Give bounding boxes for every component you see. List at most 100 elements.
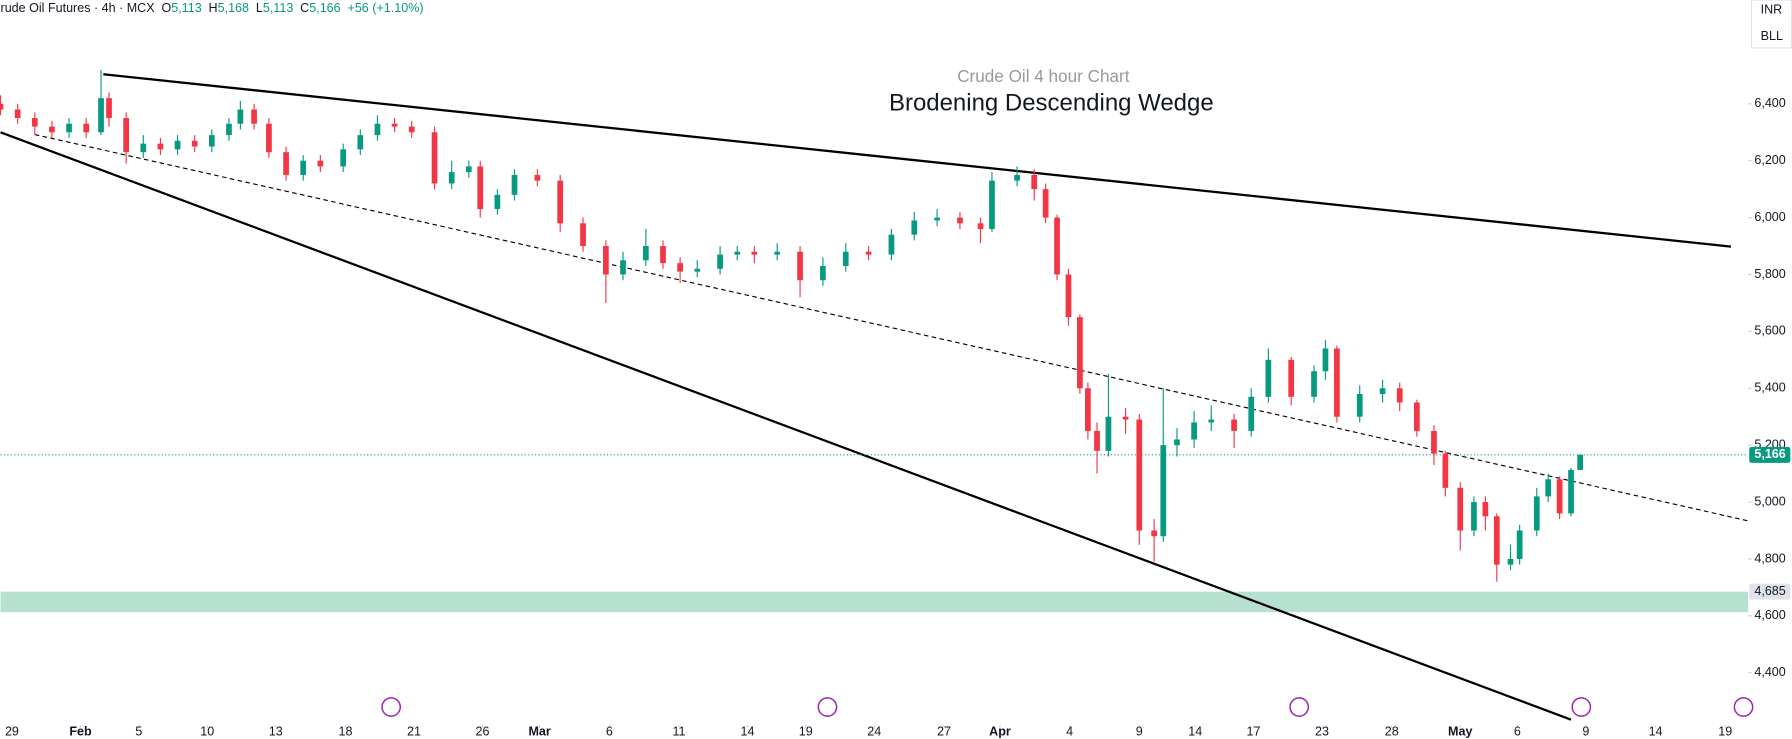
candle-body [717,254,723,269]
x-tick-label: 19 [799,724,813,738]
x-tick-label: 6 [1514,724,1521,738]
candle-body [1556,479,1563,514]
trendline [0,131,1572,721]
candle-body [226,123,232,136]
candle-body [1031,174,1038,190]
candle-body [1077,317,1083,389]
candle-body [1568,469,1574,514]
candle-body [643,246,649,261]
x-tick-label: 29 [5,724,19,738]
candle-body [1105,416,1112,451]
candle-body [1288,359,1295,397]
x-tick-label: 11 [672,724,685,738]
candle-body [1322,348,1329,372]
h-label: H [209,1,218,15]
x-tick-label: 5 [135,724,142,738]
candle-body [1094,430,1100,451]
candle-body [49,126,55,133]
candle-body [1471,502,1477,531]
change: +56 (+1.10%) [348,1,424,15]
candle-body [751,251,758,255]
x-tick-label: 9 [1582,724,1589,738]
candle-body [774,251,781,255]
candle-body [620,260,626,275]
candle-body [580,223,586,247]
candle-body [1191,422,1197,440]
candle-body [557,180,564,224]
y-tick-label: 6,400 [1754,96,1785,110]
x-tick-label: 10 [200,724,214,738]
o-value: 5,113 [171,1,201,15]
x-tick-label: 26 [476,724,490,738]
candle-body [1482,502,1489,517]
candle-body [1231,419,1237,431]
zone-label-box [1749,583,1791,600]
candle-body [957,217,963,224]
x-tick-label: 14 [1188,724,1202,738]
candle-body [677,263,683,272]
x-tick-label: 17 [1247,724,1261,738]
x-tick-label: Mar [528,724,550,738]
x-tick-label: 19 [1718,724,1732,738]
candle-body [1042,189,1049,218]
h-value: 5,168 [218,1,249,15]
trendline [34,133,1749,522]
candle-body [694,268,701,272]
candle-body [1265,359,1272,397]
candle-body [1379,388,1386,394]
candle-body [1122,416,1129,420]
last-price-label: 5,166 [1754,447,1785,461]
candle-body [842,251,849,266]
candle-body [603,246,609,275]
x-tick-label: 4 [1066,724,1073,738]
candle-body [989,180,995,229]
candle-body [1054,217,1060,275]
candle-body [1516,530,1523,559]
candle-body [0,103,4,110]
candle-body [1507,558,1514,565]
o-label: O [161,1,171,15]
candle-body [1533,496,1540,531]
candle-body [98,98,104,133]
x-tick-label: 23 [1315,724,1329,738]
candle-body [1248,396,1255,431]
x-tick-label: 9 [1136,724,1143,738]
candle-body [157,143,164,150]
candle-body [820,265,826,281]
last-price-box [1749,446,1791,463]
candle-body [934,217,940,221]
candle-body [1577,454,1584,470]
x-tick-label: 6 [606,724,613,738]
event-icons [381,697,1754,717]
candle-body [357,135,364,150]
candle-body [106,98,112,119]
candle-body [511,174,518,195]
currency: INR [1761,3,1783,17]
candle-body [1493,516,1500,565]
x-tick-label: 14 [741,724,755,738]
x-tick-label: May [1448,724,1472,738]
candle-body [1160,445,1167,537]
candle-body [300,160,307,175]
l-label: L [256,1,263,15]
x-tick-label: 21 [407,724,421,738]
candle-body [317,160,324,167]
candle-body [1065,274,1072,318]
y-tick-label: 5,400 [1754,381,1785,395]
plot: 6,4006,2006,0005,8005,6005,4005,2005,000… [0,69,1791,738]
zone [0,591,1749,613]
x-tick-label: 14 [1649,724,1663,738]
c-label: C [300,1,309,15]
candle-body [391,123,398,127]
candle-body [1311,371,1317,397]
y-tick-label: 6,200 [1754,153,1785,167]
candle-body [1208,419,1215,423]
candle-body [1014,174,1020,181]
candle-body [534,174,541,181]
symbol: rude Oil Futures · 4h · MCX [1,1,156,15]
zone-label: 4,685 [1754,584,1785,598]
candle-body [14,109,21,119]
y-tick-label: 5,800 [1754,267,1785,281]
